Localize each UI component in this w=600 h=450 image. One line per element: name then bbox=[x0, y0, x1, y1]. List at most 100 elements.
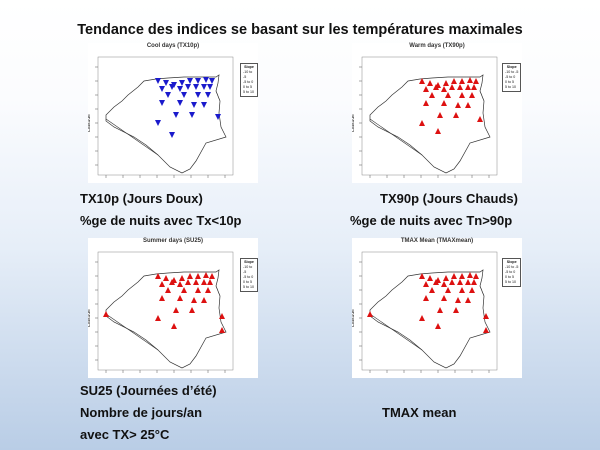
station-marker bbox=[469, 92, 475, 98]
caption-tx90p: TX90p (Jours Chauds) %ge de nuits avec T… bbox=[350, 188, 518, 232]
station-marker bbox=[451, 273, 457, 279]
station-marker bbox=[193, 279, 199, 285]
caption-line: Nombre de jours/an bbox=[80, 405, 203, 420]
station-marker bbox=[441, 100, 447, 106]
legend-item: -5 to 0 bbox=[243, 80, 254, 84]
station-marker bbox=[473, 273, 479, 279]
station-marker bbox=[207, 279, 213, 285]
station-marker bbox=[195, 287, 201, 293]
station-marker bbox=[187, 78, 193, 84]
station-marker bbox=[455, 102, 461, 108]
station-marker bbox=[189, 112, 195, 118]
station-marker bbox=[193, 84, 199, 90]
station-marker bbox=[429, 287, 435, 293]
station-marker bbox=[159, 295, 165, 301]
slide-title: Tendance des indices se basant sur les t… bbox=[77, 22, 523, 38]
map-legend: Slope -10 to -5 -5 to 0 0 to 5 5 to 10 bbox=[502, 63, 522, 92]
station-marker bbox=[163, 80, 169, 86]
panel-title: TMAX Mean (TMAXmean) bbox=[400, 238, 474, 244]
station-marker bbox=[465, 84, 471, 90]
station-marker bbox=[443, 80, 449, 86]
station-marker bbox=[467, 272, 473, 278]
station-marker bbox=[441, 281, 447, 287]
legend-item: 0 to 5 bbox=[505, 275, 514, 279]
station-marker bbox=[441, 86, 447, 92]
map-cool-days: LatitudeLongitude bbox=[88, 56, 234, 178]
station-marker bbox=[433, 279, 439, 285]
map-warm-days: LatitudeLongitude bbox=[352, 56, 498, 178]
legend-item: 5 to 10 bbox=[243, 90, 254, 94]
legend-item: -5 to 0 bbox=[505, 75, 516, 79]
station-marker bbox=[209, 78, 215, 84]
station-marker bbox=[185, 84, 191, 90]
station-marker bbox=[177, 86, 183, 92]
station-marker bbox=[459, 78, 465, 84]
station-marker bbox=[201, 102, 207, 108]
y-axis-label: Latitude bbox=[352, 309, 356, 327]
caption-line: TMAX mean bbox=[382, 405, 457, 420]
y-axis-label: Latitude bbox=[352, 114, 356, 132]
station-marker bbox=[177, 281, 183, 287]
station-marker bbox=[155, 315, 161, 321]
station-marker bbox=[189, 307, 195, 313]
station-marker bbox=[169, 84, 175, 90]
station-marker bbox=[459, 287, 465, 293]
panel-title: Summer days (SU25) bbox=[142, 238, 204, 244]
station-marker bbox=[205, 92, 211, 98]
station-marker bbox=[201, 297, 207, 303]
map-panel-summer-days: Summer days (SU25) LatitudeLongitude Slo… bbox=[88, 238, 258, 378]
y-axis-label: Latitude bbox=[88, 309, 92, 327]
station-marker bbox=[465, 102, 471, 108]
caption-su25: SU25 (Journées d’été) Nombre de jours/an… bbox=[80, 380, 217, 446]
station-marker bbox=[181, 92, 187, 98]
map-legend: Slope -10 to -5 -5 to 0 0 to 5 5 to 10 bbox=[502, 258, 522, 287]
station-marker bbox=[455, 297, 461, 303]
station-marker bbox=[201, 84, 207, 90]
station-marker bbox=[427, 80, 433, 86]
legend-item: 5 to 10 bbox=[243, 285, 254, 289]
station-marker bbox=[163, 275, 169, 281]
station-marker bbox=[457, 84, 463, 90]
station-marker bbox=[467, 77, 473, 83]
station-marker bbox=[445, 92, 451, 98]
legend-item: 5 to 10 bbox=[505, 85, 516, 89]
caption-tx10p: TX10p (Jours Doux) %ge de nuits avec Tx<… bbox=[80, 188, 241, 232]
legend-item: 0 to 5 bbox=[243, 85, 252, 89]
station-marker bbox=[459, 92, 465, 98]
map-panel-cool-days: Cool days (TX10p) LatitudeLongitude Slop… bbox=[88, 43, 258, 183]
station-marker bbox=[219, 313, 225, 319]
legend-item: -10 to -5 bbox=[505, 70, 519, 74]
station-marker bbox=[159, 86, 165, 92]
caption-tmax: TMAX mean bbox=[382, 402, 456, 424]
station-marker bbox=[155, 273, 161, 279]
station-marker bbox=[423, 86, 429, 92]
station-marker bbox=[195, 273, 201, 279]
station-marker bbox=[419, 273, 425, 279]
legend-item: -10 to -5 bbox=[243, 70, 253, 79]
caption-line: TX90p (Jours Chauds) bbox=[380, 191, 518, 206]
station-marker bbox=[459, 273, 465, 279]
station-marker bbox=[441, 295, 447, 301]
station-marker bbox=[433, 84, 439, 90]
station-marker bbox=[367, 311, 373, 317]
map-legend: Slope -10 to -5 -5 to 0 0 to 5 5 to 10 bbox=[240, 258, 258, 292]
station-marker bbox=[165, 287, 171, 293]
station-marker bbox=[427, 275, 433, 281]
legend-item: -10 to -5 bbox=[505, 265, 519, 269]
station-marker bbox=[155, 120, 161, 126]
station-marker bbox=[435, 323, 441, 329]
station-marker bbox=[181, 287, 187, 293]
station-marker bbox=[469, 287, 475, 293]
station-marker bbox=[205, 287, 211, 293]
station-marker bbox=[423, 100, 429, 106]
station-marker bbox=[179, 80, 185, 86]
station-marker bbox=[203, 77, 209, 83]
station-marker bbox=[201, 279, 207, 285]
station-marker bbox=[171, 323, 177, 329]
station-marker bbox=[191, 102, 197, 108]
station-marker bbox=[173, 112, 179, 118]
station-marker bbox=[423, 281, 429, 287]
legend-title: Slope bbox=[244, 260, 254, 264]
station-marker bbox=[443, 275, 449, 281]
station-marker bbox=[209, 273, 215, 279]
